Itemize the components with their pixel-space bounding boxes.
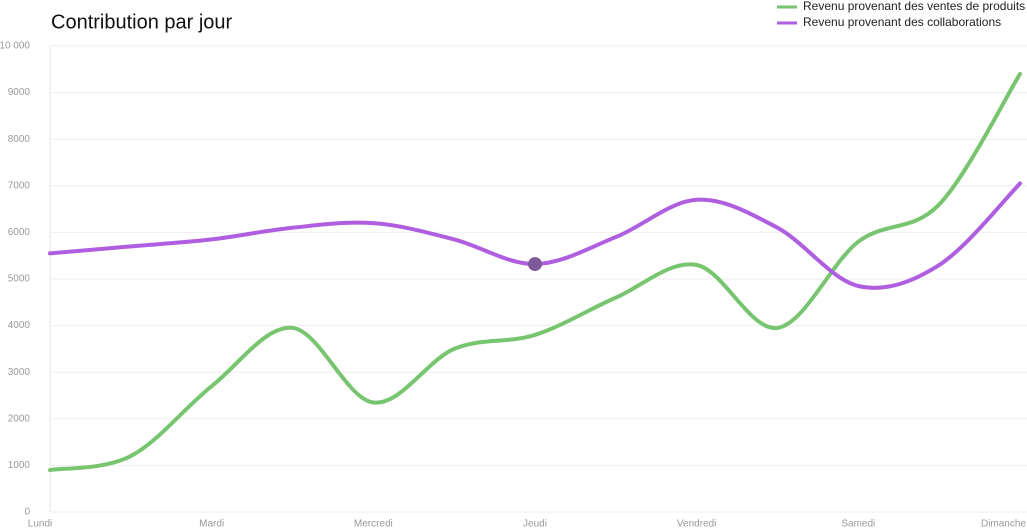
x-tick-label: Vendredi	[677, 519, 716, 530]
y-tick-label: 3000	[8, 367, 31, 378]
y-tick-label: 8000	[8, 134, 31, 145]
hover-point	[528, 257, 542, 272]
y-tick-label: 2000	[8, 413, 31, 424]
legend-label: Revenu provenant des ventes de produits	[803, 0, 1025, 13]
x-tick-label: Lundi	[28, 519, 52, 530]
y-tick-label: 5000	[8, 274, 31, 285]
y-tick-label: 7000	[8, 180, 31, 191]
chart-title: Contribution par jour	[51, 11, 233, 33]
y-tick-label: 9000	[8, 87, 31, 98]
series-line	[48, 71, 1022, 473]
x-tick-label: Jeudi	[523, 519, 547, 530]
x-tick-label: Samedi	[841, 519, 875, 530]
y-tick-label: 0	[24, 507, 30, 518]
legend-label: Revenu provenant des collaborations	[803, 15, 1001, 29]
y-tick-label: 4000	[8, 320, 31, 331]
y-tick-label: 10 000	[0, 41, 30, 52]
x-tick-label: Mercredi	[354, 519, 393, 530]
x-tick-label: Dimanche	[981, 519, 1026, 530]
y-tick-label: 6000	[8, 227, 31, 238]
x-tick-label: Mardi	[199, 519, 224, 530]
y-tick-label: 1000	[8, 460, 31, 471]
series-line	[48, 181, 1022, 290]
